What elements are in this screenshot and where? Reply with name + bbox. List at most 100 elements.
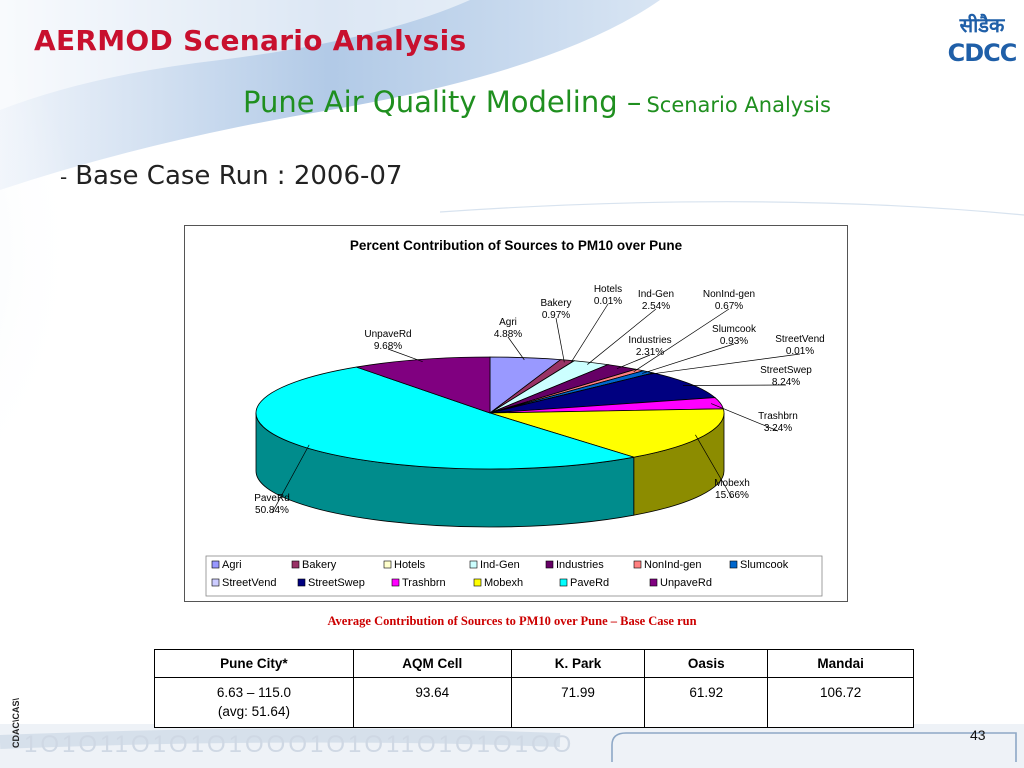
data-label-name-paverd: PaveRd <box>254 493 290 504</box>
leader-line-streetvend <box>646 353 801 375</box>
legend-item-streetswep: StreetSwep <box>297 577 365 589</box>
legend-swatch <box>633 560 642 569</box>
header-pune-city: Pune City* <box>154 649 354 678</box>
data-label-value-slumcook: 0.93% <box>720 336 748 347</box>
cell-oasis: 61.92 <box>644 677 769 728</box>
legend-label: Slumcook <box>740 559 789 571</box>
legend-label: Trashbrn <box>402 577 446 589</box>
logo-line2: CDCC <box>948 39 1017 67</box>
leader-line-ind-gen <box>587 308 657 365</box>
legend-swatch <box>649 578 658 587</box>
legend-swatch <box>391 578 400 587</box>
pie-slice-streetswep <box>489 372 716 414</box>
leader-line-trashbrn <box>711 403 779 432</box>
subtitle-secondary: Scenario Analysis <box>646 93 831 117</box>
data-label-name-slumcook: Slumcook <box>712 324 757 335</box>
data-label-name-mobexh: Mobexh <box>714 478 750 489</box>
leader-line-industries <box>616 354 651 369</box>
legend-item-agri: Agri <box>211 559 242 571</box>
leader-line-agri <box>507 336 525 361</box>
data-label-name-ind-gen: Ind-Gen <box>638 289 674 300</box>
table-header-row: Pune City* AQM Cell K. Park Oasis Mandai <box>154 649 914 678</box>
svg-text:1O1O11O1O1O1OOO1O1O11O1O1O1OO: 1O1O11O1O1O1OOO1O1O11O1O1O1OO <box>24 731 574 758</box>
cell-pune-city-range: 6.63 – 115.0 <box>216 685 291 700</box>
legend-item-mobexh: Mobexh <box>473 577 523 589</box>
leader-line-mobexh <box>695 434 733 499</box>
cell-k-park: 71.99 <box>510 677 646 728</box>
data-label-value-industries: 2.31% <box>636 347 664 358</box>
data-label-value-nonind-gen: 0.67% <box>715 301 743 312</box>
cell-pune-city-avg: (avg: 51.64) <box>217 704 290 719</box>
cdac-logo: सीडैक CDCC <box>944 6 1020 68</box>
header-k-park: K. Park <box>510 649 646 678</box>
legend-swatch <box>559 578 568 587</box>
data-label-name-agri: Agri <box>499 317 517 328</box>
legend-item-hotels: Hotels <box>383 559 426 571</box>
data-label-name-streetvend: StreetVend <box>775 334 824 345</box>
header-aqm-cell: AQM Cell <box>352 649 512 678</box>
legend-label: Bakery <box>302 559 337 571</box>
data-label-value-mobexh: 15.66% <box>715 490 749 501</box>
leader-line-nonind-gen <box>633 308 730 372</box>
legend-item-ind-gen: Ind-Gen <box>469 559 520 571</box>
legend-item-trashbrn: Trashbrn <box>391 577 446 589</box>
bullet-dash: - <box>60 165 68 189</box>
legend-swatch <box>297 578 306 587</box>
legend-swatch <box>473 578 482 587</box>
data-label-value-ind-gen: 2.54% <box>642 301 670 312</box>
legend-swatch <box>729 560 738 569</box>
chart-legend <box>205 555 823 597</box>
legend-label: StreetSwep <box>308 577 365 589</box>
legend-label: Mobexh <box>484 577 523 589</box>
pie-chart: Percent Contribution of Sources to PM10 … <box>184 225 848 602</box>
pie-slice-mobexh <box>489 408 725 458</box>
data-label-name-trashbrn: Trashbrn <box>758 411 798 422</box>
concentration-table: Pune City* AQM Cell K. Park Oasis Mandai… <box>154 649 914 728</box>
legend-label: PaveRd <box>570 577 609 589</box>
data-label-value-bakery: 0.97% <box>542 310 570 321</box>
data-label-name-streetswep: StreetSwep <box>760 365 812 376</box>
leader-line-hotels <box>570 303 609 364</box>
legend-swatch <box>383 560 392 569</box>
data-label-value-trashbrn: 3.24% <box>764 423 792 434</box>
legend-swatch <box>211 578 220 587</box>
legend-item-slumcook: Slumcook <box>729 559 789 571</box>
logo-line1: सीडैक <box>959 13 1006 37</box>
side-label: CDAC\CAS\ <box>11 698 21 749</box>
legend-item-unpaverd: UnpaveRd <box>649 577 712 589</box>
cell-mandai: 106.72 <box>767 677 914 728</box>
data-label-value-streetswep: 8.24% <box>772 377 800 388</box>
cell-aqm-cell: 93.64 <box>352 677 512 728</box>
table-row: 6.63 – 115.0 (avg: 51.64) 93.64 71.99 61… <box>154 677 914 728</box>
legend-swatch <box>545 560 554 569</box>
data-label-name-nonind-gen: NonInd-gen <box>703 289 755 300</box>
leader-line-bakery <box>555 317 565 363</box>
leader-line-slumcook <box>642 343 735 374</box>
legend-label: Hotels <box>394 559 426 571</box>
pie-slice-paverd <box>255 366 634 470</box>
data-label-value-agri: 4.88% <box>494 329 522 340</box>
legend-item-paverd: PaveRd <box>559 577 609 589</box>
legend-swatch <box>291 560 300 569</box>
chart-title: Percent Contribution of Sources to PM10 … <box>350 238 683 253</box>
slide-subtitle: Pune Air Quality Modeling – Scenario Ana… <box>0 85 1024 119</box>
legend-label: Industries <box>556 559 604 571</box>
legend-item-bakery: Bakery <box>291 559 337 571</box>
header-mandai: Mandai <box>767 649 914 678</box>
data-label-name-industries: Industries <box>628 335 671 346</box>
data-label-value-paverd: 50.84% <box>255 505 289 516</box>
legend-item-streetvend: StreetVend <box>211 577 276 589</box>
data-label-value-hotels: 0.01% <box>594 296 622 307</box>
pie-slice-unpaverd <box>356 356 491 414</box>
cell-pune-city: 6.63 – 115.0 (avg: 51.64) <box>154 677 354 728</box>
leader-line-unpaverd <box>387 348 423 363</box>
data-label-name-unpaverd: UnpaveRd <box>364 329 411 340</box>
slide-title: AERMOD Scenario Analysis <box>34 24 467 57</box>
legend-item-industries: Industries <box>545 559 604 571</box>
legend-label: Ind-Gen <box>480 559 520 571</box>
data-label-name-bakery: Bakery <box>540 298 571 309</box>
data-label-name-hotels: Hotels <box>594 284 622 295</box>
legend-item-nonind-gen: NonInd-gen <box>633 559 702 571</box>
leader-line-paverd <box>271 444 310 514</box>
